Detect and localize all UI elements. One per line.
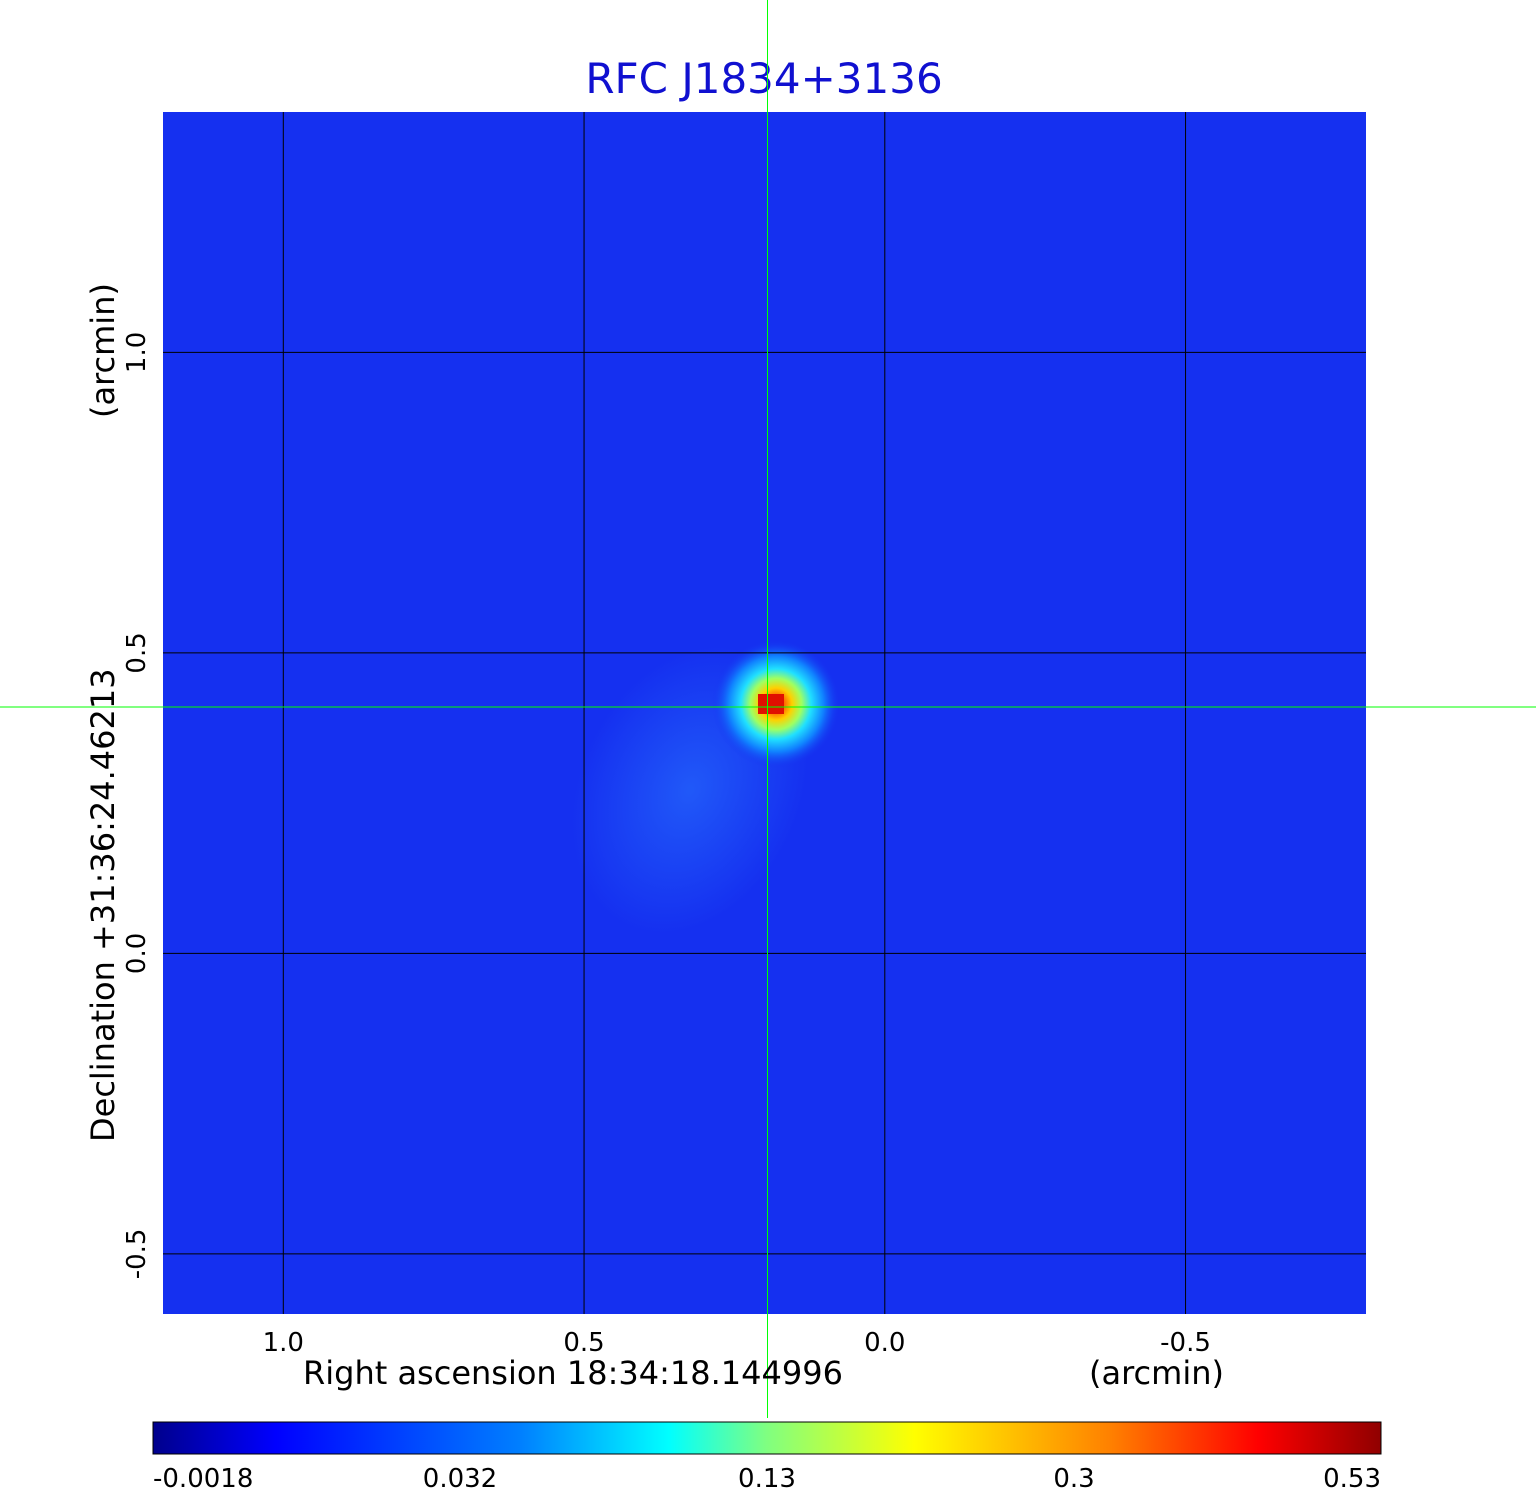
colorbar-tick-label: 0.53	[1323, 1464, 1381, 1494]
crosshair	[0, 0, 1536, 1418]
y-axis-label: Declination +31:36:24.46213	[84, 668, 122, 1142]
y-tick-label: 0.0	[122, 933, 152, 974]
x-tick-label: 0.5	[563, 1328, 604, 1358]
y-tick-label: 0.5	[122, 632, 152, 673]
chart-title: RFC J1834+3136	[585, 54, 942, 103]
x-axis-label: Right ascension 18:34:18.144996	[303, 1354, 843, 1392]
colorbar-tick-label: 0.3	[1053, 1464, 1094, 1494]
colorbar	[152, 1421, 1382, 1455]
coordinate-grid	[163, 112, 1366, 1314]
colorbar-tick-label: 0.13	[738, 1464, 796, 1494]
x-tick-labels: 1.0 0.5 0.0 -0.5	[263, 1328, 1211, 1358]
y-tick-label: 1.0	[122, 332, 152, 373]
image-panel	[0, 0, 1536, 1418]
peak-pixel	[758, 694, 784, 714]
x-axis-unit: (arcmin)	[1089, 1354, 1224, 1392]
colorbar-tick-label: 0.032	[423, 1464, 497, 1494]
y-axis-unit: (arcmin)	[84, 283, 122, 418]
y-tick-label: -0.5	[122, 1229, 152, 1280]
colorbar-tick-label: -0.0018	[153, 1464, 253, 1494]
x-tick-label: -0.5	[1160, 1328, 1211, 1358]
y-tick-labels: 1.0 0.5 0.0 -0.5	[122, 332, 152, 1280]
x-tick-label: 0.0	[864, 1328, 905, 1358]
x-tick-label: 1.0	[263, 1328, 304, 1358]
colorbar-tick-labels: -0.0018 0.032 0.13 0.3 0.53	[153, 1464, 1381, 1494]
